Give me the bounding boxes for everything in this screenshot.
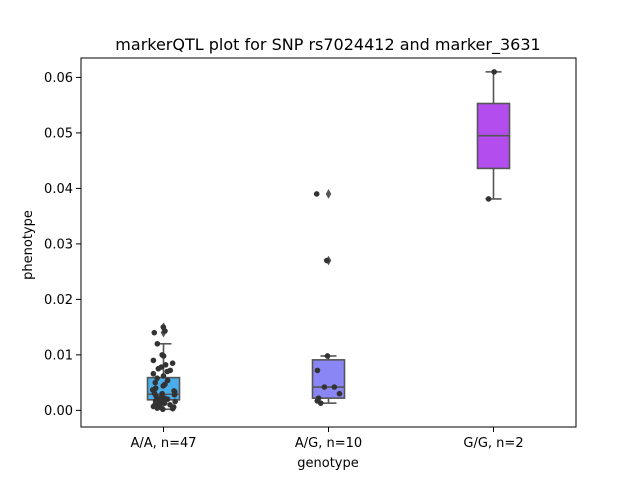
data-point	[150, 370, 157, 377]
data-point	[313, 191, 320, 197]
data-point	[154, 405, 161, 411]
data-point	[164, 396, 171, 403]
x-tick-label: A/A, n=47	[130, 436, 196, 451]
data-point	[160, 383, 166, 389]
y-tick-label: 0.00	[44, 404, 73, 419]
data-point	[485, 196, 492, 202]
y-axis-label: phenotype	[21, 210, 36, 280]
data-point	[491, 69, 497, 75]
x-tick-label: G/G, n=2	[463, 436, 523, 451]
x-tick-label: A/G, n=10	[295, 436, 362, 451]
data-point	[154, 375, 160, 381]
data-point	[169, 405, 176, 412]
data-point	[155, 365, 162, 372]
data-point	[160, 373, 167, 379]
x-axis-label: genotype	[297, 456, 358, 471]
data-point	[317, 400, 324, 406]
data-point	[151, 329, 158, 336]
data-point	[321, 384, 328, 390]
plot-frame	[80, 57, 577, 428]
data-point	[164, 368, 171, 375]
data-point	[331, 384, 338, 390]
data-point	[172, 398, 178, 405]
y-tick-label: 0.01	[44, 348, 73, 363]
data-point	[162, 328, 168, 334]
data-point	[161, 400, 168, 406]
data-point	[159, 406, 166, 413]
y-tick-label: 0.06	[44, 71, 73, 86]
y-tick-label: 0.05	[44, 126, 73, 141]
data-point	[336, 390, 343, 397]
data-point	[323, 257, 330, 264]
data-point	[160, 353, 167, 359]
outlier-marker	[325, 189, 332, 199]
data-point	[154, 340, 161, 347]
chart-title: markerQTL plot for SNP rs7024412 and mar…	[115, 35, 540, 55]
data-point	[152, 379, 159, 386]
data-point	[162, 362, 169, 368]
data-point	[169, 360, 176, 366]
data-point	[314, 367, 321, 374]
data-point	[171, 392, 178, 398]
y-tick-label: 0.04	[44, 182, 73, 197]
y-tick-label: 0.03	[44, 237, 73, 252]
y-tick-label: 0.02	[44, 293, 73, 308]
data-point	[150, 357, 157, 364]
data-point	[324, 353, 331, 359]
